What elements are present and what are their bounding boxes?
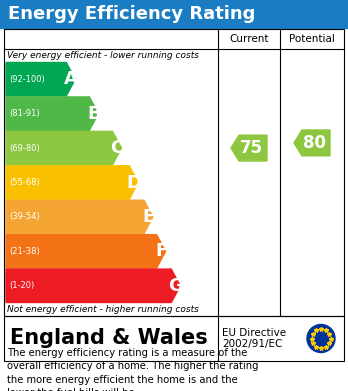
Text: G: G — [168, 277, 183, 295]
Polygon shape — [6, 235, 166, 268]
Polygon shape — [294, 130, 330, 156]
Text: (69-80): (69-80) — [9, 143, 40, 152]
Text: E: E — [142, 208, 155, 226]
Text: (55-68): (55-68) — [9, 178, 40, 187]
Text: England & Wales: England & Wales — [10, 328, 208, 348]
Text: 80: 80 — [302, 134, 325, 152]
Text: (21-38): (21-38) — [9, 247, 40, 256]
Text: EU Directive
2002/91/EC: EU Directive 2002/91/EC — [222, 328, 286, 349]
Bar — [4, 29, 344, 316]
Circle shape — [307, 325, 335, 353]
Text: C: C — [110, 139, 124, 157]
Polygon shape — [231, 135, 267, 161]
Text: Potential: Potential — [289, 34, 335, 44]
Text: F: F — [155, 242, 167, 260]
Text: Very energy efficient - lower running costs: Very energy efficient - lower running co… — [7, 51, 199, 60]
Text: Not energy efficient - higher running costs: Not energy efficient - higher running co… — [7, 305, 199, 314]
Polygon shape — [6, 97, 98, 130]
Bar — [0, 0, 348, 28]
Text: (39-54): (39-54) — [9, 212, 40, 221]
Bar — [4, 316, 344, 361]
Text: (81-91): (81-91) — [9, 109, 40, 118]
Polygon shape — [6, 200, 153, 234]
Polygon shape — [6, 63, 75, 96]
Text: (1-20): (1-20) — [9, 281, 34, 290]
Polygon shape — [6, 269, 180, 303]
Text: Current: Current — [229, 34, 269, 44]
Text: (92-100): (92-100) — [9, 75, 45, 84]
Text: B: B — [87, 105, 101, 123]
Text: A: A — [64, 70, 78, 88]
Text: The energy efficiency rating is a measure of the
overall efficiency of a home. T: The energy efficiency rating is a measur… — [7, 348, 259, 391]
Polygon shape — [6, 131, 121, 165]
Text: 75: 75 — [239, 139, 262, 157]
Polygon shape — [6, 166, 138, 199]
Text: Energy Efficiency Rating: Energy Efficiency Rating — [8, 5, 255, 23]
Text: D: D — [126, 174, 141, 192]
